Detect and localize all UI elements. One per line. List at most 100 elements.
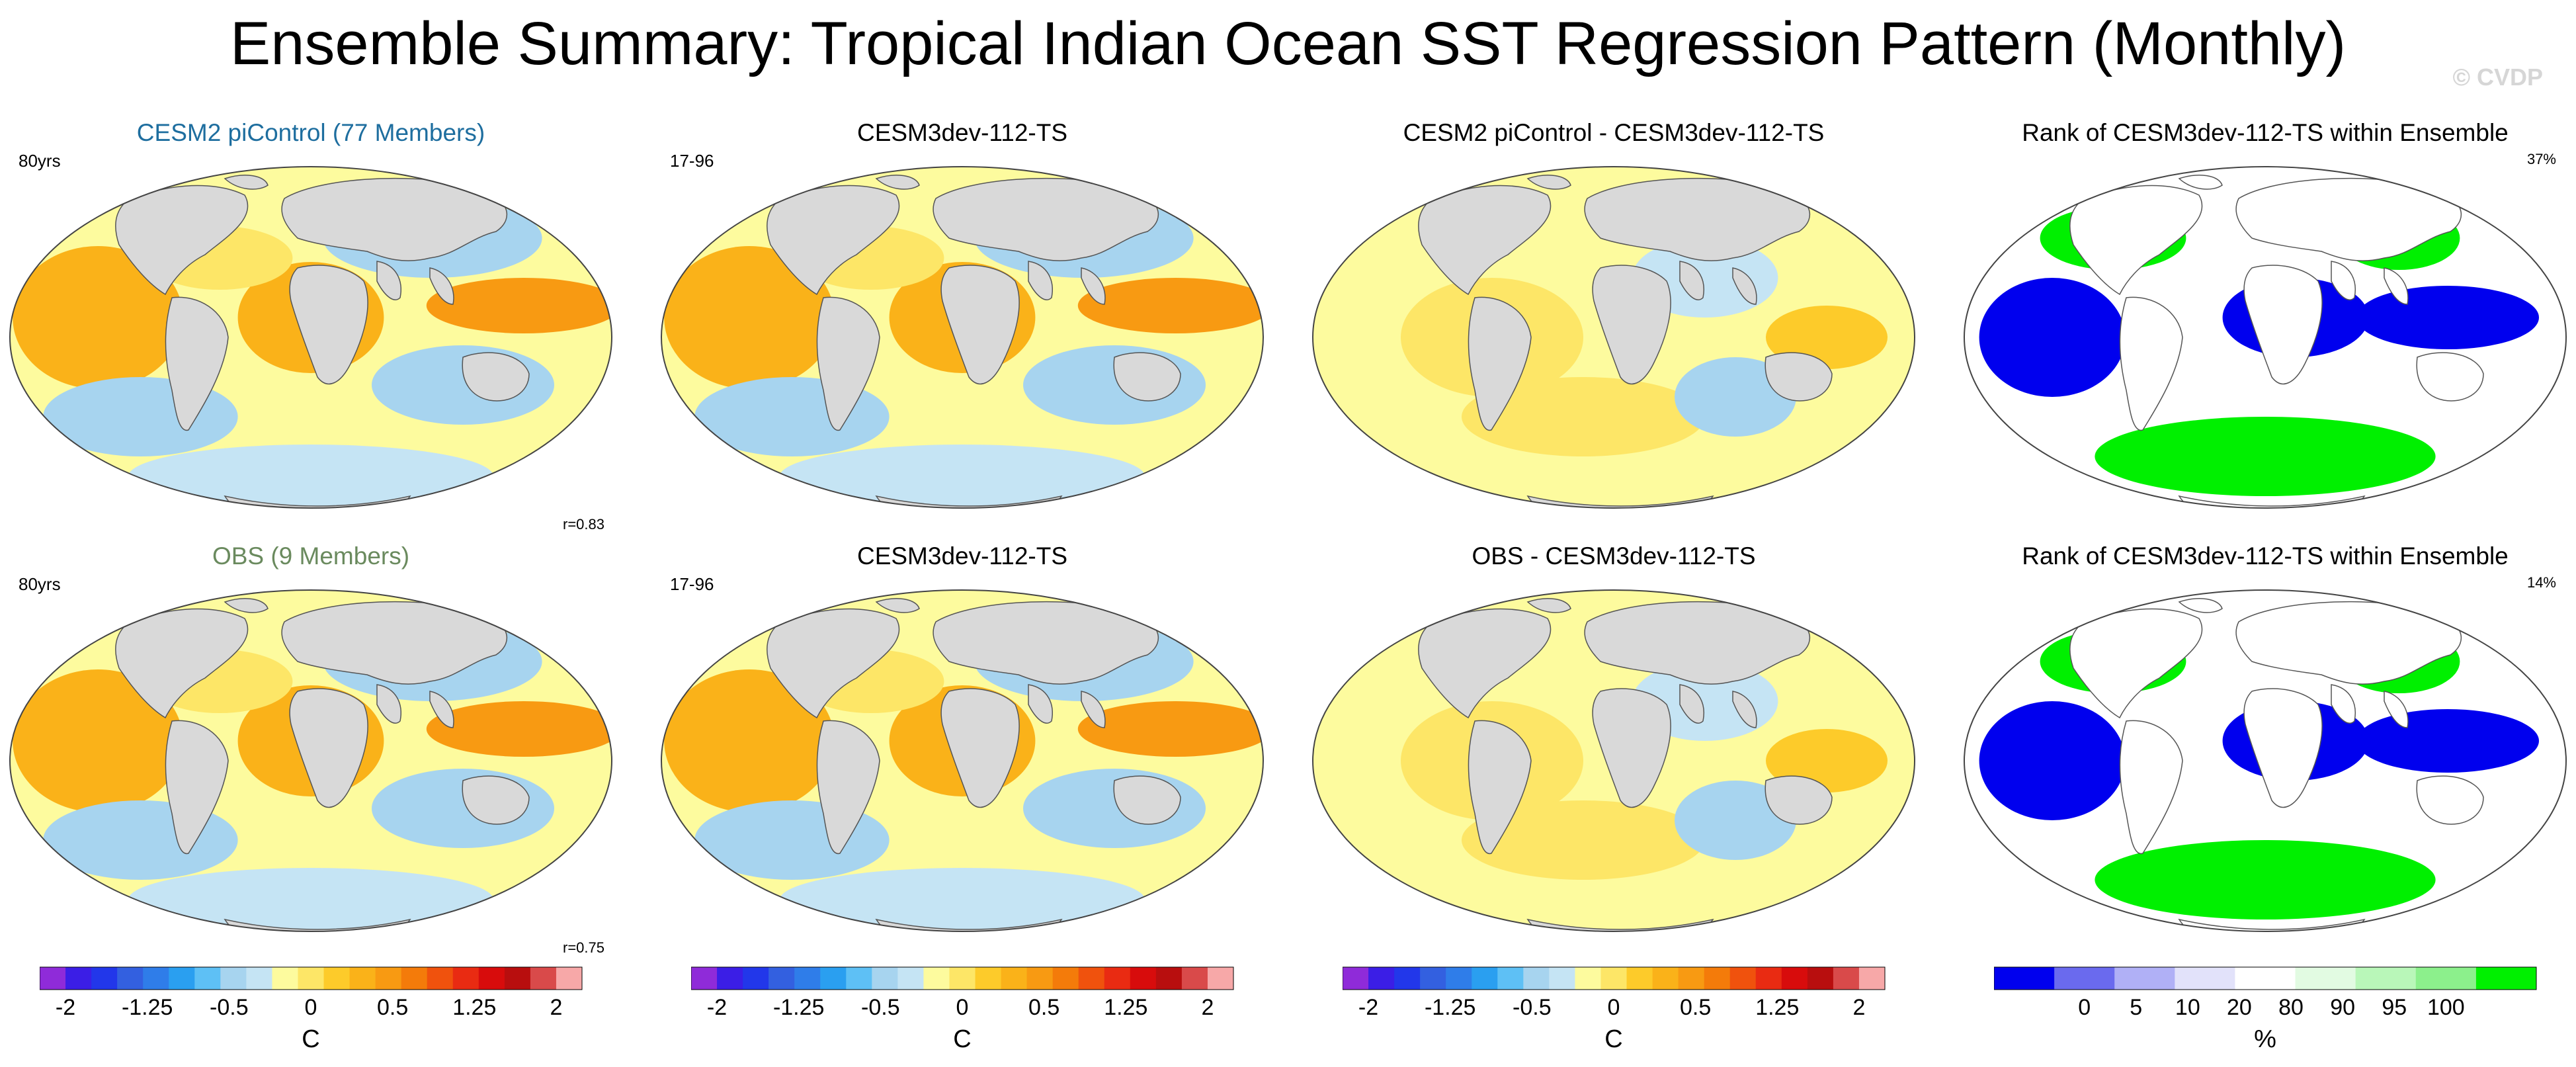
panel-title: Rank of CESM3dev-112-TS within Ensemble (2010, 542, 2520, 570)
colorbar-tick-label: -1.25 (121, 995, 173, 1020)
colorbar-swatch (1755, 967, 1782, 990)
continent (1526, 918, 1714, 931)
colorbar-tick-label: 2 (1852, 995, 1866, 1020)
colorbar-tick-label: -2 (55, 995, 76, 1020)
colorbar-swatch (2355, 967, 2417, 990)
years-label: 17-96 (670, 151, 714, 171)
continent (2331, 261, 2356, 300)
colorbar-swatch (1652, 967, 1679, 990)
sst-map (661, 589, 1264, 932)
continent (281, 177, 508, 261)
colorbar-swatch (1207, 967, 1234, 990)
colorbar-sst-1: -2 -1.25 -0.5 0 0.5 1.25 2 C (40, 966, 595, 1065)
continent (2235, 177, 2462, 261)
panel-obs: OBS (9 Members) 80yrs r=0.75 (7, 542, 615, 966)
sst-map (9, 589, 612, 932)
colorbar-tick-label: -0.5 (1513, 995, 1552, 1020)
field-blob (664, 246, 835, 389)
continent (2178, 598, 2223, 613)
continent (1028, 261, 1053, 300)
panel-title: CESM3dev-112-TS (845, 119, 1080, 146)
colorbar-tick-label: -1.25 (772, 995, 825, 1020)
field-blob (426, 278, 612, 333)
continent (2178, 495, 2366, 508)
colorbar-swatch (1472, 967, 1498, 990)
continent (289, 265, 368, 385)
panel-rank-top: Rank of CESM3dev-112-TS within Ensemble … (1961, 119, 2569, 542)
continent (224, 495, 411, 508)
panel-title: CESM3dev-112-TS (845, 542, 1080, 570)
colorbar-swatch (2415, 967, 2477, 990)
continent (224, 918, 411, 931)
correlation-label: r=0.75 (563, 939, 604, 956)
colorbar-swatch (530, 967, 557, 990)
colorbar-swatch (1523, 967, 1550, 990)
colorbar-swatch (2235, 967, 2296, 990)
colorbar-swatch (2114, 967, 2175, 990)
colorbar-tick-label: 0 (956, 995, 969, 1020)
field-blob (2356, 286, 2539, 349)
continent (940, 688, 1020, 808)
continent (462, 352, 530, 402)
continent (376, 261, 401, 300)
colorbar-tick-label: 2 (1201, 995, 1214, 1020)
field-layer (664, 175, 1263, 508)
map-border (661, 166, 1264, 509)
continent (224, 598, 269, 613)
colorbar-swatch (794, 967, 821, 990)
colorbar-tick-label: 0 (304, 995, 317, 1020)
colorbar-swatch (897, 967, 924, 990)
field-layer (1979, 175, 2539, 508)
colorbar-swatch (1729, 967, 1757, 990)
continent (940, 265, 1020, 385)
colorbar-swatch (1026, 967, 1054, 990)
colorbar-outline (691, 966, 1234, 990)
continent (2235, 601, 2462, 685)
continent (1732, 267, 1757, 305)
colorbar-tick-label: -2 (1358, 995, 1379, 1020)
field-blob (780, 868, 1145, 931)
continent (2119, 296, 2183, 431)
colorbar-rank: 0 5 10 20 80 90 95 100 % (1994, 966, 2550, 1065)
years-label: 17-96 (670, 574, 714, 594)
colorbar-swatch (1497, 967, 1524, 990)
colorbar-swatch (1833, 967, 1860, 990)
colorbar-swatch (1368, 967, 1395, 990)
cvdp-watermark: © CVDP (2452, 64, 2543, 91)
colorbar-swatch (769, 967, 795, 990)
field-blob (2095, 417, 2436, 496)
colorbar-swatch (1052, 967, 1079, 990)
continent (289, 688, 368, 808)
colorbar-swatch (323, 967, 351, 990)
colorbar-swatch (452, 967, 479, 990)
colorbar-tick-label: 5 (2130, 995, 2143, 1020)
continent (115, 608, 249, 719)
field-blob (128, 445, 493, 508)
continent (1584, 601, 1811, 685)
continent (816, 296, 880, 431)
colorbar-swatches (691, 966, 1234, 990)
continent (875, 598, 920, 613)
colorbar-swatch (375, 967, 402, 990)
colorbar-swatch (1704, 967, 1731, 990)
colorbar-tick-label: 0 (2078, 995, 2091, 1020)
figure-title: Ensemble Summary: Tropical Indian Ocean … (229, 10, 2347, 77)
colorbar-swatch (743, 967, 769, 990)
colorbar-tick-label: 0.5 (377, 995, 409, 1020)
field-blob (1077, 278, 1263, 333)
colorbar-swatch (2475, 967, 2537, 990)
colorbar-unit: % (2254, 1025, 2276, 1053)
continent (2178, 918, 2366, 931)
continent (1526, 598, 1571, 613)
field-blob (1979, 701, 2126, 820)
colorbar-swatch (298, 967, 325, 990)
field-layer (1401, 175, 1888, 508)
continent (2178, 175, 2223, 190)
colorbar-swatch (820, 967, 847, 990)
colorbar-swatch (169, 967, 195, 990)
colorbar-swatch (1394, 967, 1421, 990)
field-blob (1979, 278, 2126, 397)
colorbar-swatch (194, 967, 221, 990)
continent (115, 185, 249, 296)
field-blob (1462, 377, 1705, 456)
